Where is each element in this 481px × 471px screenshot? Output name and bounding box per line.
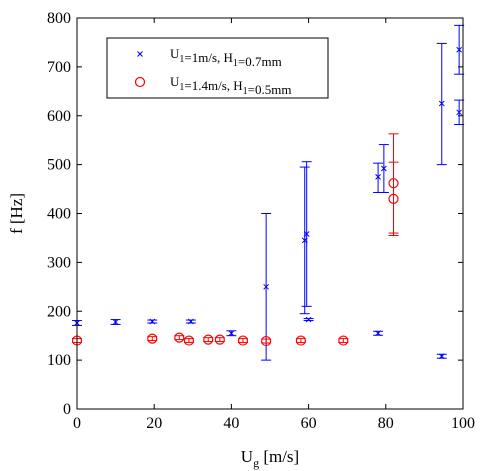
y-tick-label: 200 [47, 303, 71, 320]
data-point-x-marker [438, 100, 445, 107]
data-point-circle-marker [261, 335, 272, 347]
data-point-x-marker [375, 330, 381, 337]
legend-text-part: U [170, 46, 180, 61]
legend-subscript: 1 [179, 82, 184, 93]
y-tick-label: 500 [47, 157, 71, 174]
y-tick-label: 100 [47, 352, 71, 369]
y-tick-label: 700 [47, 59, 71, 76]
data-point-circle-marker [174, 332, 185, 343]
x-tick-label: 60 [301, 415, 317, 432]
legend-entry-label: U1=1.4m/s, H1=0.5mm [170, 74, 291, 97]
legend-subscript: 1 [233, 58, 238, 69]
data-point-circle-marker [147, 333, 158, 344]
data-point-x-marker [305, 316, 312, 323]
legend-subscript: 1 [243, 86, 248, 97]
x-axis-label: Ug [m/s] [241, 447, 299, 470]
data-point-circle-marker [183, 335, 195, 346]
plot-frame [76, 17, 464, 410]
series-1 [72, 24, 465, 361]
data-point-circle-marker [338, 335, 349, 346]
x-tick-label: 20 [146, 415, 162, 432]
legend-subscript: 1 [179, 54, 184, 65]
y-tick-label: 600 [47, 108, 71, 125]
data-point-circle-marker [203, 334, 214, 345]
x-tick-label: 80 [378, 415, 394, 432]
data-point-circle-marker [237, 335, 249, 346]
legend-x-marker [137, 51, 143, 57]
axis-labels: Ug [m/s] f [Hz] [7, 193, 299, 470]
y-tick-label: 300 [47, 254, 71, 271]
x-tick-label: 40 [223, 415, 239, 432]
legend-text-part: =1m/s, H [184, 50, 233, 65]
y-tick-label: 400 [47, 206, 71, 223]
x-axis-label-subscript: g [253, 456, 259, 470]
y-tick-label: 800 [47, 10, 71, 27]
data-point-circle-marker [214, 334, 225, 345]
data-point-circle-marker [295, 335, 306, 346]
data-point-x-marker [456, 109, 462, 116]
legend-text-part: =1.4m/s, H [184, 78, 242, 93]
data-point-x-marker [228, 330, 235, 337]
data-point-x-marker [438, 353, 445, 360]
data-point-x-marker [188, 318, 194, 325]
legend-box [106, 37, 329, 99]
legend-text-part: U [170, 74, 180, 89]
y-tick-label: 0 [63, 401, 71, 418]
data-point-x-marker [303, 231, 310, 237]
x-axis-label-unit: [m/s] [259, 447, 299, 466]
data-point-x-marker [112, 319, 119, 325]
y-axis-label: f [Hz] [7, 193, 26, 234]
legend-text-part: =0.7mm [238, 54, 282, 69]
legend-text-part: =0.5mm [248, 82, 292, 97]
data-point-x-marker [263, 283, 269, 290]
legend-entry-label: U1=1m/s, H1=0.7mm [170, 46, 282, 69]
ticks-layer: 0 20 40 60 80 100 0 100 200 300 400 500 600 700 800 [47, 10, 475, 432]
x-axis-label-main: U [241, 447, 253, 466]
data-point-circle-marker [388, 193, 399, 204]
data-point-x-marker [375, 173, 381, 180]
x-tick-label: 100 [451, 415, 475, 432]
x-tick-label: 0 [73, 415, 81, 432]
legend-circle-marker [134, 76, 146, 88]
data-point-x-marker [456, 46, 462, 53]
data-point-x-marker [381, 165, 387, 172]
data-point-x-marker [149, 318, 156, 325]
